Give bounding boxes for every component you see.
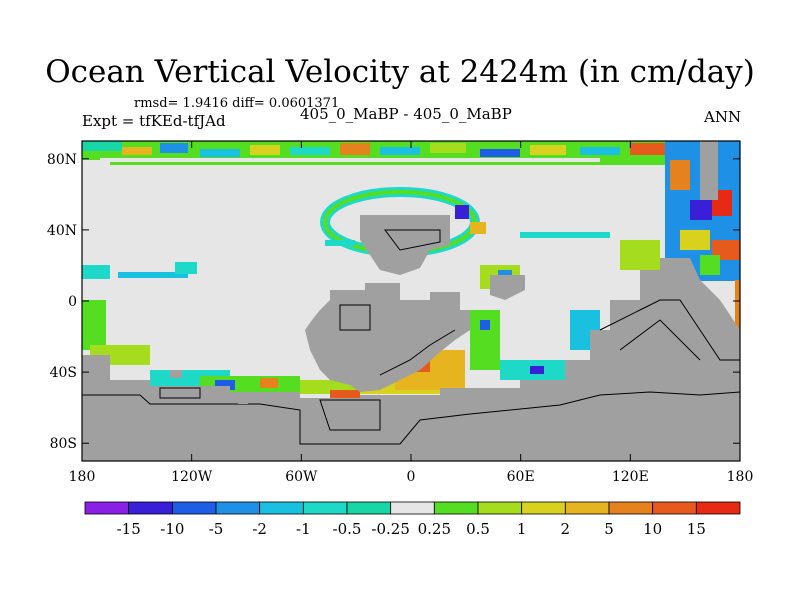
longitude-axis: 180 120W 60W 0 60E 120E 180 [69,141,754,485]
colorbar-swatch [128,501,173,515]
colorbar-label: -0.5 [333,520,362,538]
lon-tick-label: 180 [69,469,96,485]
lat-tick-label: 80N [47,152,77,168]
lon-tick-label: 120W [171,469,213,485]
colorbar-label: 10 [643,520,662,538]
colorbar: -15 -10 -5 -2 -1 -0.5 -0.25 0.25 0.5 1 2 5 10 15 [84,501,741,538]
map-title: Ocean Vertical Velocity at 2424m (in cm/… [45,54,755,90]
west-pacific-coast [570,141,740,350]
colorbar-swatch [84,501,130,515]
lon-tick-label: 60E [507,469,535,485]
colorbar-label: -1 [296,520,311,538]
colorbar-swatch [564,501,610,515]
arctic-band [82,141,682,165]
colorbar-label: -10 [160,520,184,538]
colorbar-swatch [433,501,479,515]
lon-tick-label: 120E [612,469,649,485]
colorbar-label: 15 [687,520,706,538]
colorbar-swatch [302,501,348,515]
colorbar-label: -5 [209,520,224,538]
lon-tick-label: 180 [727,469,754,485]
colorbar-swatch [652,501,697,515]
lat-tick-label: 40N [47,223,77,239]
colorbar-swatch [259,501,304,515]
colorbar-label: 1 [517,520,527,538]
colorbar-swatch [171,501,217,515]
colorbar-label: -0.25 [371,520,409,538]
map-field [82,141,740,461]
colorbar-swatch [346,501,392,515]
colorbar-swatch [608,501,654,515]
latitude-axis: 80N 40N 0 40S 80S [47,152,740,452]
colorbar-label: -2 [252,520,267,538]
colorbar-swatch [521,501,566,515]
colorbar-label: 2 [561,520,571,538]
colorbar-label: 0.25 [418,520,451,538]
colorbar-label: 0.5 [466,520,490,538]
lat-tick-label: 80S [50,436,77,452]
stats-text: rmsd= 1.9416 diff= 0.0601371 [134,96,340,111]
lon-tick-label: 60W [285,469,318,485]
lon-tick-label: 0 [407,469,416,485]
lat-tick-label: 40S [50,365,77,381]
colorbar-label: -15 [117,520,141,538]
colorbar-label: 5 [604,520,614,538]
colorbar-swatch [695,501,741,515]
season-label: ANN [704,108,742,126]
case-label: 405_0_MaBP - 405_0_MaBP [300,105,512,123]
colorbar-swatch [215,501,261,515]
topo-contours [82,229,740,445]
small-islands [170,370,248,404]
colorbar-swatch [390,501,435,515]
colorbar-swatch [477,501,523,515]
lat-tick-label: 0 [68,294,77,310]
experiment-label: Expt = tfKEd-tfJAd [82,112,226,130]
